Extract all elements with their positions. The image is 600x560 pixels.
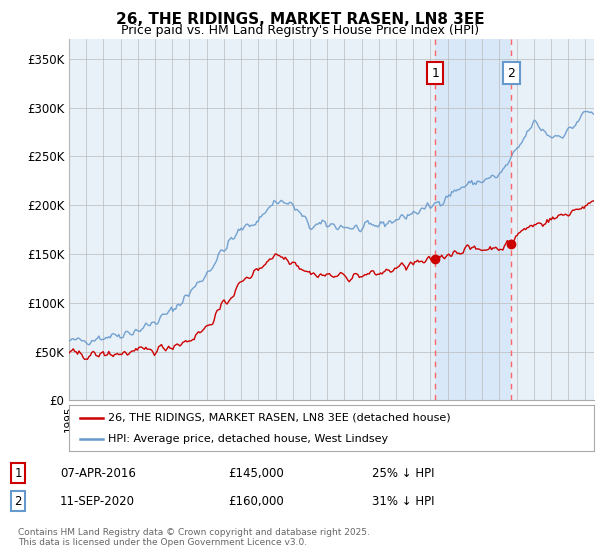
Text: Contains HM Land Registry data © Crown copyright and database right 2025.
This d: Contains HM Land Registry data © Crown c… [18, 528, 370, 547]
Text: Price paid vs. HM Land Registry's House Price Index (HPI): Price paid vs. HM Land Registry's House … [121, 24, 479, 36]
Text: 31% ↓ HPI: 31% ↓ HPI [372, 494, 434, 508]
Text: 1: 1 [14, 466, 22, 480]
Text: 26, THE RIDINGS, MARKET RASEN, LN8 3EE: 26, THE RIDINGS, MARKET RASEN, LN8 3EE [116, 12, 484, 27]
Text: 11-SEP-2020: 11-SEP-2020 [60, 494, 135, 508]
Text: 25% ↓ HPI: 25% ↓ HPI [372, 466, 434, 480]
Bar [435, 39, 511, 400]
Text: £145,000: £145,000 [228, 466, 284, 480]
Text: HPI: Average price, detached house, West Lindsey: HPI: Average price, detached house, West… [109, 435, 389, 444]
Text: 26, THE RIDINGS, MARKET RASEN, LN8 3EE (detached house): 26, THE RIDINGS, MARKET RASEN, LN8 3EE (… [109, 413, 451, 423]
Text: 07-APR-2016: 07-APR-2016 [60, 466, 136, 480]
Text: 2: 2 [507, 67, 515, 80]
Text: 2: 2 [14, 494, 22, 508]
Text: £160,000: £160,000 [228, 494, 284, 508]
Text: 1: 1 [431, 67, 439, 80]
